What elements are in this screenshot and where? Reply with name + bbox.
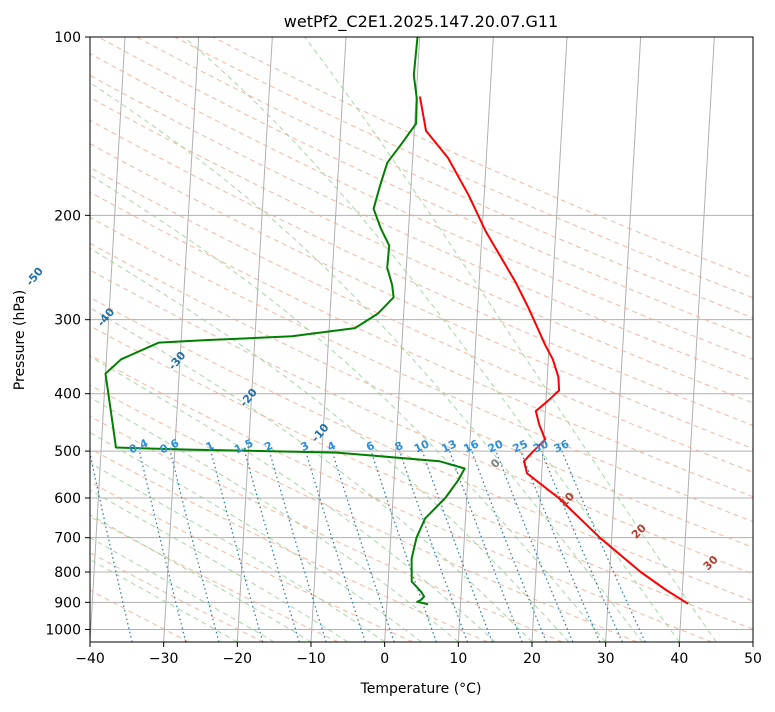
x-tick-label: 40 [670, 651, 688, 667]
y-tick-label: 1000 [45, 622, 81, 638]
y-tick-label: 700 [54, 531, 81, 547]
y-tick-label: 300 [54, 313, 81, 329]
y-axis-label: Pressure (hPa) [12, 290, 28, 390]
x-tick-label: −40 [75, 651, 105, 667]
x-tick-label: 10 [449, 651, 467, 667]
y-tick-label: 100 [54, 30, 81, 46]
x-tick-label: −10 [296, 651, 326, 667]
chart-title: wetPf2_C2E1.2025.147.20.07.G11 [284, 12, 558, 32]
x-tick-label: 0 [380, 651, 389, 667]
y-tick-label: 600 [54, 491, 81, 507]
x-tick-label: −20 [223, 651, 253, 667]
y-tick-label: 800 [54, 565, 81, 581]
y-tick-label: 500 [54, 444, 81, 460]
y-tick-label: 200 [54, 208, 81, 224]
y-tick-label: 400 [54, 387, 81, 403]
x-tick-label: 50 [744, 651, 762, 667]
x-tick-label: 20 [523, 651, 541, 667]
y-tick-label: 900 [54, 595, 81, 611]
x-tick-label: 30 [597, 651, 615, 667]
x-tick-label: −30 [149, 651, 179, 667]
x-axis-label: Temperature (°C) [360, 681, 482, 697]
